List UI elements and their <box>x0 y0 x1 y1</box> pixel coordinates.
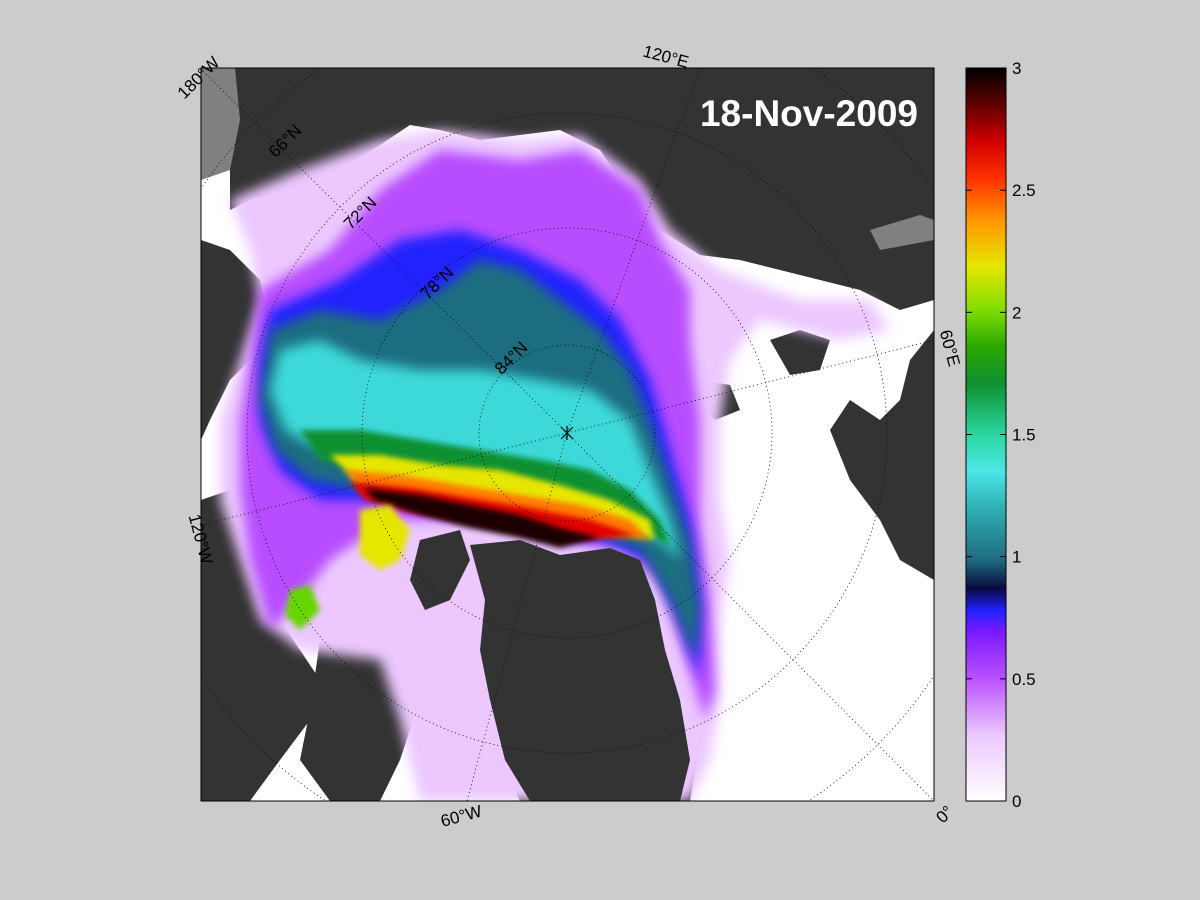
siberia-land <box>230 68 934 310</box>
meridian-line <box>566 68 701 434</box>
latitude-circle <box>361 227 773 639</box>
colorbar-tick-label: 2.5 <box>1012 181 1036 200</box>
land-ice-grey <box>201 68 934 250</box>
map-panel: 66°N 72°N 78°N 84°N 18-Nov-2009 <box>201 68 934 801</box>
ellesmere-overlay <box>410 530 470 610</box>
grey-strip-east <box>870 215 934 250</box>
ice-darkest <box>365 488 600 548</box>
colorbar-tick-label: 2 <box>1012 303 1021 322</box>
sea-ice-thickness-field <box>220 130 890 801</box>
alaska-land <box>201 240 270 440</box>
svalbard-land <box>770 330 830 375</box>
colorbar-tick-label: 0.5 <box>1012 670 1036 689</box>
graticule <box>201 68 934 801</box>
lon-label-0: 0° <box>932 802 957 827</box>
latitude-circle <box>246 112 888 754</box>
lon-label-120e: 120°E <box>641 42 691 72</box>
colorbar-tick-label: 0 <box>1012 792 1021 811</box>
latitude-circle <box>478 344 656 522</box>
date-label: 18-Nov-2009 <box>700 93 918 134</box>
greenland-overlay <box>470 540 690 801</box>
land-overlay <box>410 530 690 801</box>
colorbar-ticks: 0 0.5 1 1.5 2 2.5 3 <box>966 59 1036 811</box>
lon-label-60w: 60°W <box>439 802 484 831</box>
map-frame <box>200 67 935 802</box>
colorbar-tick-label: 1 <box>1012 548 1021 567</box>
lon-label-60e: 60°E <box>936 328 964 369</box>
colorbar: 0 0.5 1 1.5 2 2.5 3 <box>965 59 1036 811</box>
north-pole-marker <box>560 426 574 440</box>
colorbar-tick-label: 1.5 <box>1012 426 1036 445</box>
ice-archipelago-mixed <box>360 505 410 570</box>
ice-archipelago-green <box>285 585 320 630</box>
scandinavia-land <box>830 330 934 580</box>
colorbar-gradient <box>965 67 1007 802</box>
grey-land-northwest <box>201 68 240 180</box>
meridian-line <box>201 432 568 526</box>
colorbar-tick-label: 3 <box>1012 59 1021 78</box>
